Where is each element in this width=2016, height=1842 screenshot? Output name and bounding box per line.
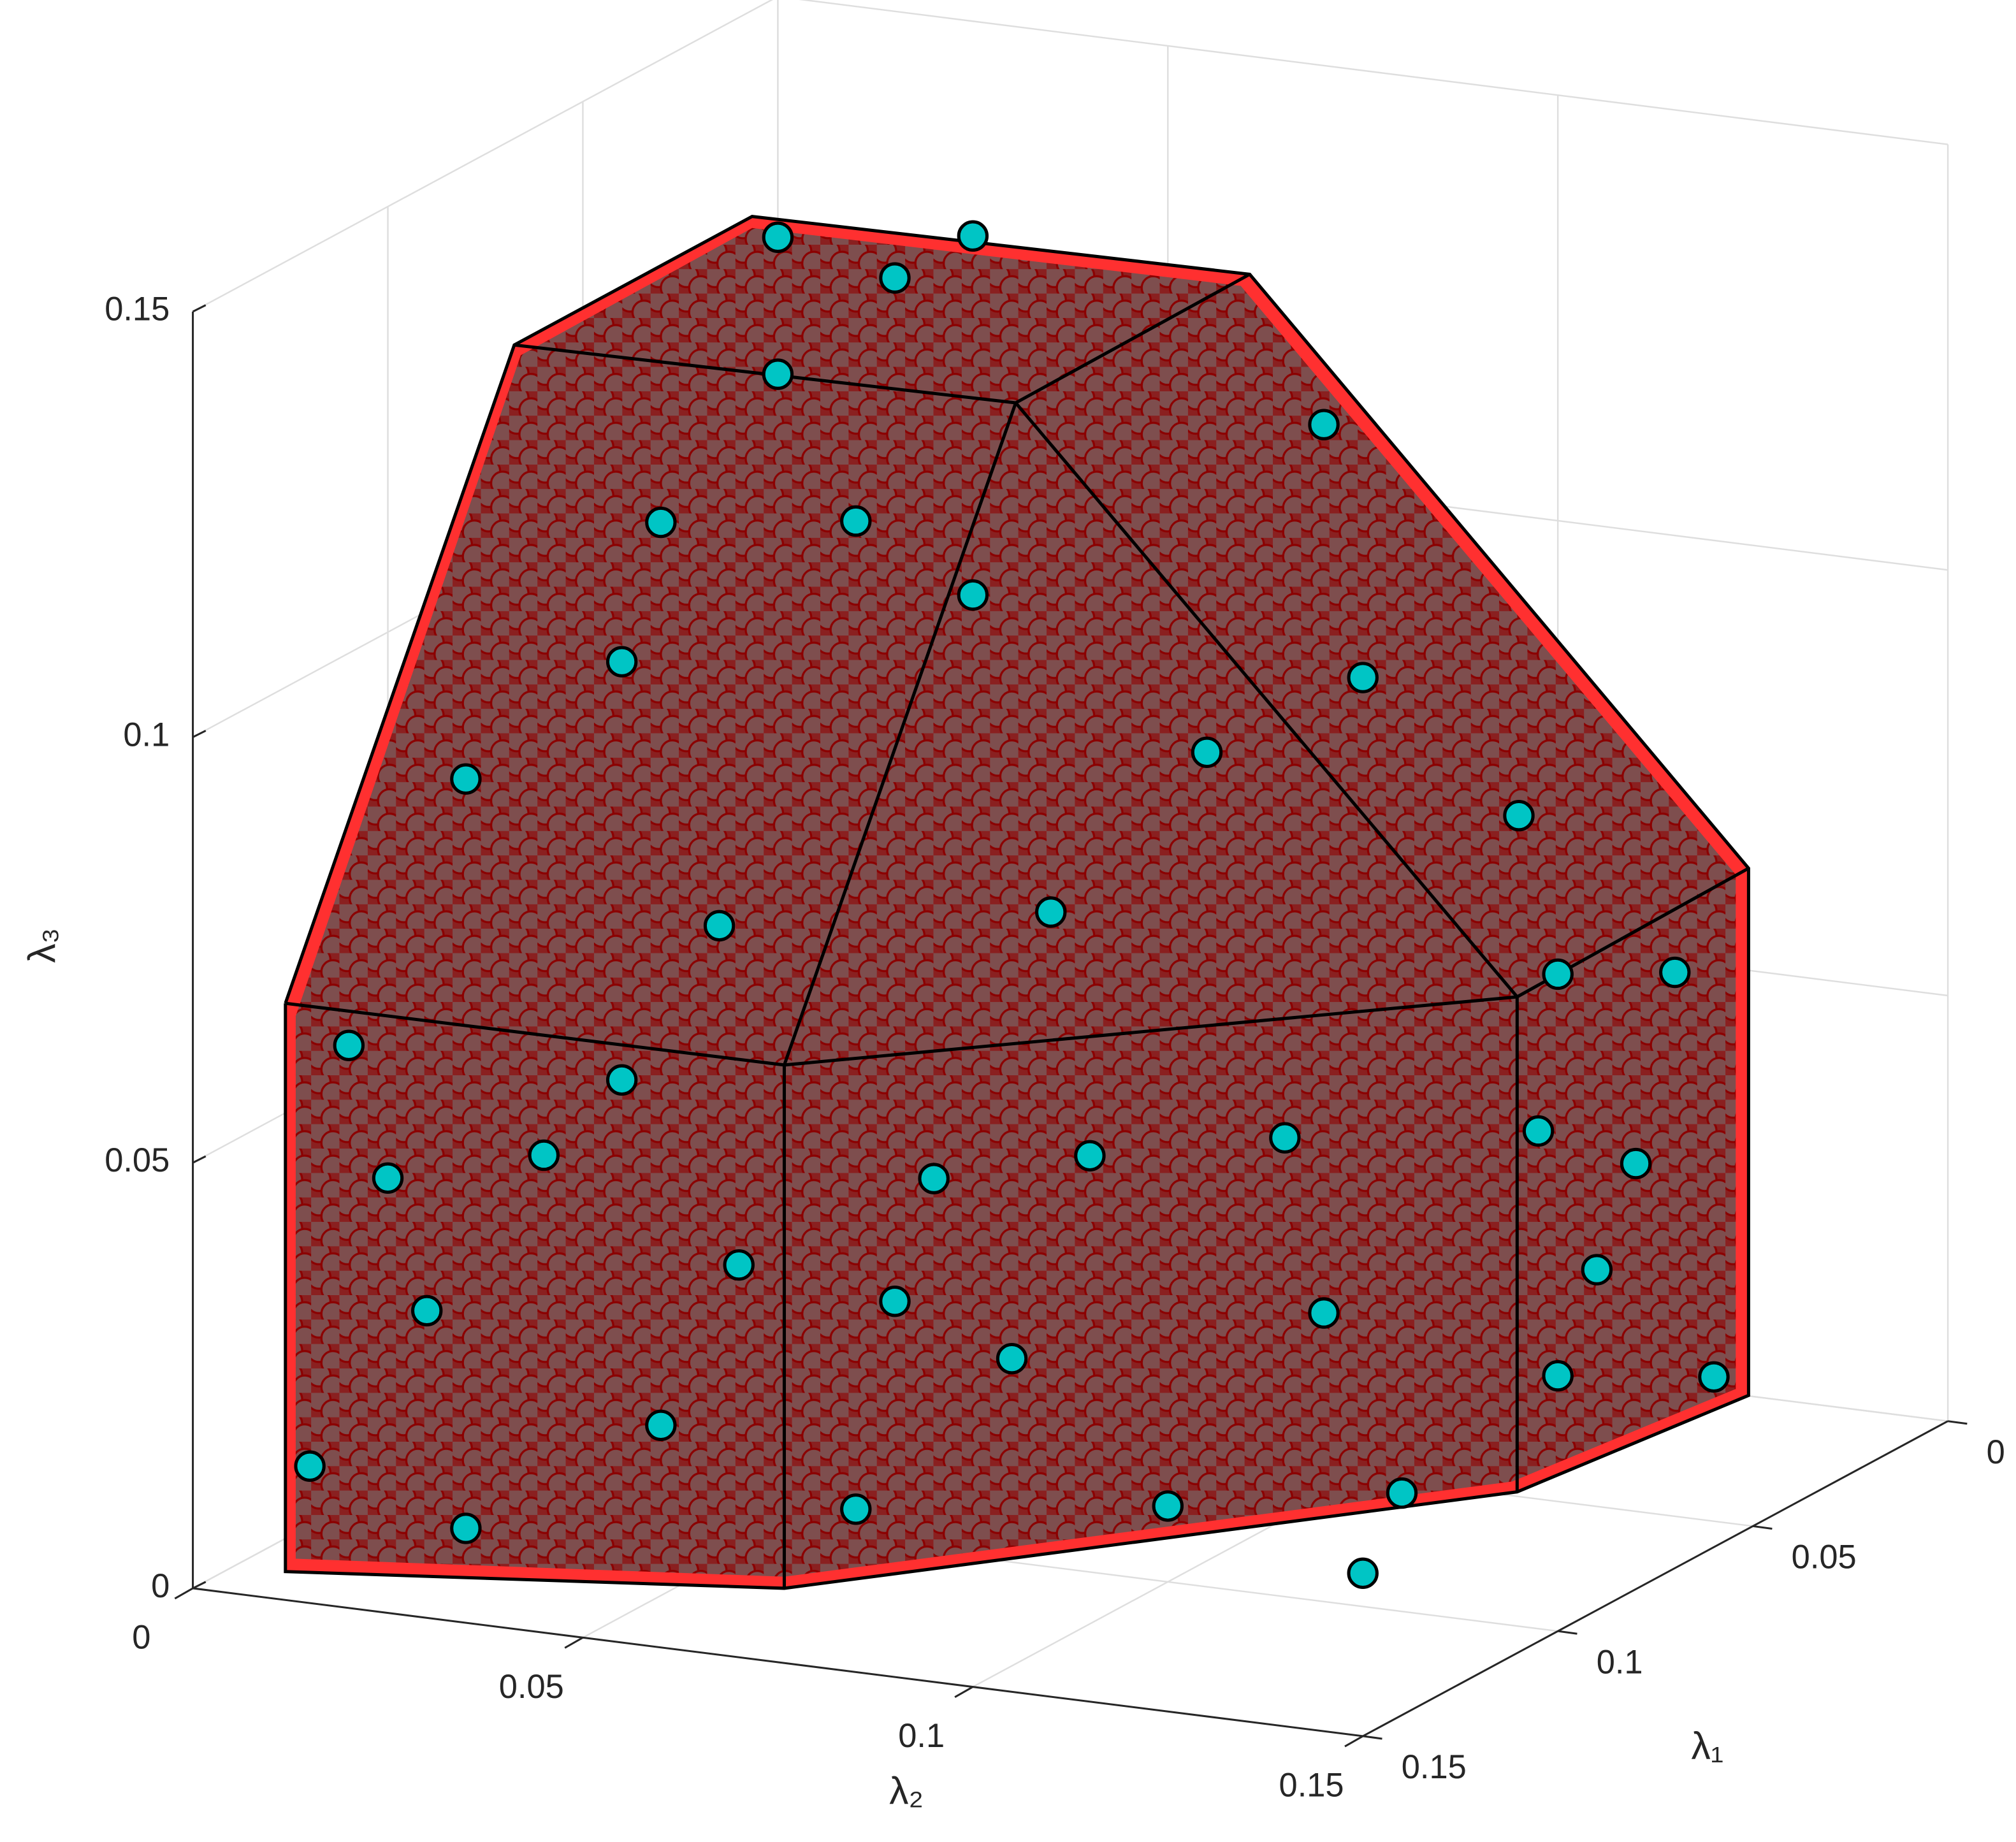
point: [450, 1512, 482, 1544]
x-tick: [1557, 1630, 1577, 1635]
x-tick: [1363, 1735, 1382, 1740]
polytope-fill: [295, 228, 1736, 1577]
point: [957, 579, 989, 611]
point: [333, 1029, 365, 1061]
point: [1308, 1297, 1340, 1329]
x-tick-label: 0: [1987, 1434, 2005, 1471]
point: [840, 505, 872, 537]
x-tick-label: 0.05: [1792, 1539, 1857, 1576]
point: [645, 1409, 677, 1441]
z-tick: [192, 730, 207, 738]
point: [606, 1064, 638, 1096]
point: [1620, 1147, 1652, 1180]
y-tick: [174, 1587, 194, 1600]
z-tick-label: 0.05: [105, 1142, 170, 1179]
y-tick-label: 0: [132, 1619, 150, 1656]
point: [840, 1493, 872, 1525]
x-tick-label: 0.1: [1597, 1644, 1643, 1681]
point: [996, 1342, 1028, 1375]
y-tick: [954, 1686, 974, 1699]
x-tick-label: 0.15: [1402, 1749, 1467, 1786]
point: [645, 506, 677, 539]
point: [1269, 1122, 1301, 1154]
z-tick-label: 0: [151, 1568, 170, 1605]
edge: [284, 214, 1750, 1590]
point: [1347, 1557, 1379, 1590]
x-axis-line: [1362, 1420, 1948, 1737]
z-tick-label: 0.15: [105, 291, 170, 328]
point: [294, 1450, 326, 1482]
point: [723, 1249, 755, 1281]
z-axis-label: λ₃: [20, 928, 64, 963]
y-tick-label: 0.15: [1279, 1767, 1344, 1804]
x-axis-label: λ₁: [1692, 1724, 1724, 1767]
x-tick: [1947, 1420, 1968, 1425]
point: [957, 220, 989, 252]
point: [1542, 958, 1574, 990]
grid-line: [192, 0, 773, 312]
z-tick: [192, 304, 207, 313]
z-tick-label: 0.1: [123, 716, 170, 753]
point: [1152, 1490, 1184, 1522]
point: [1659, 956, 1691, 989]
point: [1074, 1140, 1106, 1171]
point: [1386, 1477, 1418, 1509]
point: [1347, 662, 1379, 693]
polytope: [284, 214, 1750, 1590]
z-tick: [192, 1581, 207, 1590]
edge: [1014, 402, 1519, 998]
point: [1542, 1360, 1574, 1392]
y-tick-label: 0.1: [898, 1718, 945, 1755]
z-tick: [192, 1155, 207, 1164]
edge: [783, 402, 1017, 1066]
point: [1308, 409, 1340, 440]
point: [1581, 1254, 1613, 1286]
point: [1035, 896, 1067, 928]
point: [879, 1285, 911, 1317]
point: [879, 262, 911, 294]
y-tick-label: 0.05: [499, 1669, 564, 1706]
point: [762, 358, 794, 390]
point: [918, 1163, 950, 1194]
axes: 0 0.05 0.1 0.15 0 0.05 0.1 0.15 0 0.05 0.1 0.15: [105, 291, 2005, 1804]
point: [762, 221, 794, 253]
point: [411, 1294, 443, 1327]
point: [703, 910, 736, 942]
y-tick: [564, 1636, 584, 1649]
labels: λ₂ λ₁ λ₃: [20, 928, 1724, 1813]
point: [528, 1139, 560, 1171]
point: [1191, 736, 1223, 768]
y-tick: [1344, 1735, 1364, 1748]
points: [294, 220, 1730, 1590]
grid-line: [799, 0, 1948, 145]
point: [1698, 1361, 1730, 1393]
y-axis-line: [192, 1587, 1363, 1737]
edge: [285, 867, 1750, 1067]
point: [606, 646, 638, 678]
point: [450, 763, 482, 795]
point: [1503, 800, 1535, 832]
x-tick: [1752, 1525, 1773, 1530]
polytope-edges: [284, 214, 1750, 1590]
point: [1522, 1115, 1555, 1147]
y-axis-label: λ₂: [889, 1769, 924, 1813]
point: [372, 1162, 404, 1194]
